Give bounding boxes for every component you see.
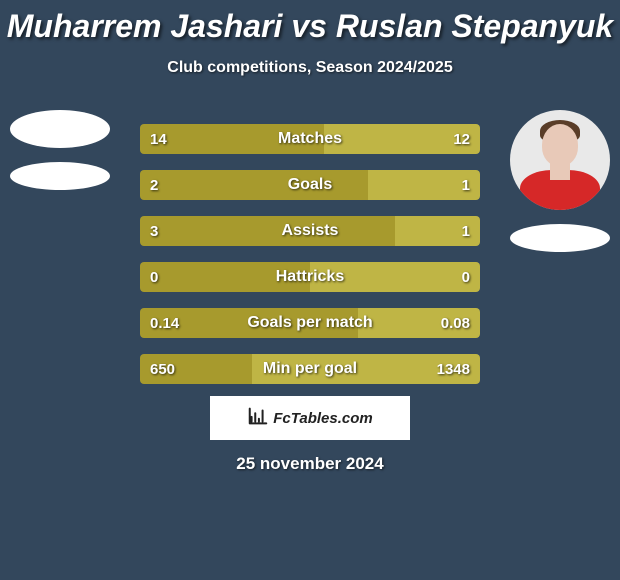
stat-row: 0.140.08Goals per match	[140, 308, 480, 338]
player-left-badge	[10, 162, 110, 190]
stat-bar-right	[358, 308, 480, 338]
brand-icon	[247, 405, 269, 432]
stat-row: 31Assists	[140, 216, 480, 246]
stat-bar-left	[140, 308, 358, 338]
subtitle: Club competitions, Season 2024/2025	[0, 59, 620, 77]
stat-bar-right	[395, 216, 480, 246]
stat-row: 00Hattricks	[140, 262, 480, 292]
stat-bar-left	[140, 262, 310, 292]
stat-bar-right	[368, 170, 480, 200]
stat-row: 21Goals	[140, 170, 480, 200]
comparison-infographic: Muharrem Jashari vs Ruslan Stepanyuk Clu…	[0, 0, 620, 580]
brand-footer: FcTables.com	[210, 396, 410, 440]
stat-bar-left	[140, 170, 368, 200]
stat-bar-left	[140, 216, 395, 246]
stats-bars: 1412Matches 21Goals 31Assists 00Hattricks 0.…	[140, 124, 480, 400]
player-left-col	[0, 110, 120, 190]
stat-bar-left	[140, 124, 324, 154]
brand-text: FcTables.com	[273, 410, 372, 427]
title: Muharrem Jashari vs Ruslan Stepanyuk	[0, 0, 620, 45]
stat-bar-right	[324, 124, 480, 154]
stat-row: 1412Matches	[140, 124, 480, 154]
stat-bar-right	[252, 354, 480, 384]
player-right-badge	[510, 224, 610, 252]
player-left-avatar	[10, 110, 110, 148]
player-right-avatar	[510, 110, 610, 210]
stat-bar-right	[310, 262, 480, 292]
stat-bar-left	[140, 354, 252, 384]
date: 25 november 2024	[0, 454, 620, 474]
stat-row: 6501348Min per goal	[140, 354, 480, 384]
player-right-col	[500, 110, 620, 252]
